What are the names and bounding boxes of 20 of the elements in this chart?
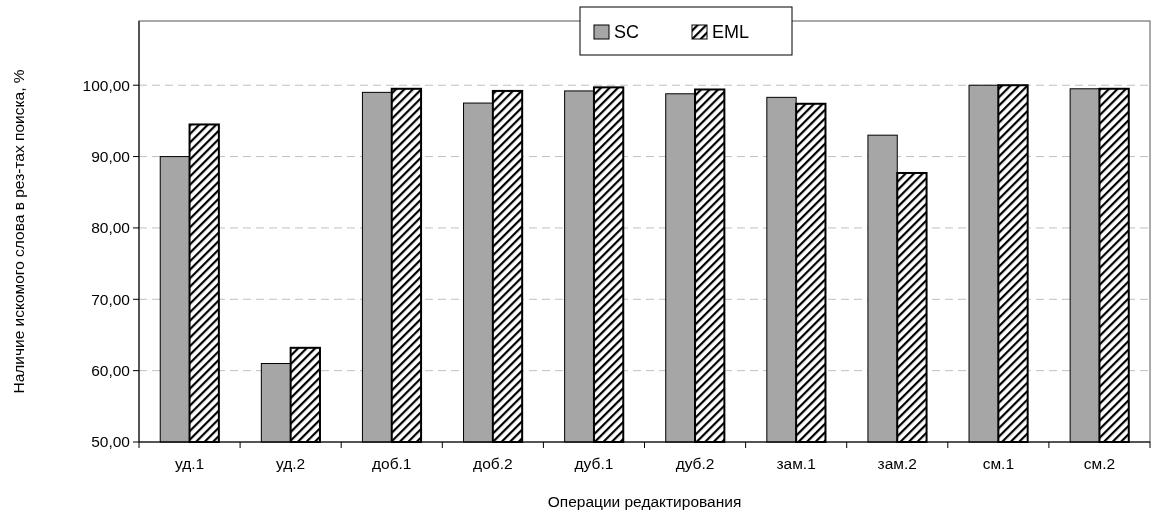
x-axis-title: Операции редактирования bbox=[547, 493, 742, 510]
y-tick-label: 70,00 bbox=[91, 290, 131, 308]
x-tick-label: уд.1 bbox=[174, 455, 205, 472]
x-tick-label: уд.2 bbox=[276, 455, 306, 472]
y-tick-label: 60,00 bbox=[91, 362, 131, 380]
y-tick-label: 80,00 bbox=[91, 219, 131, 237]
x-tick-label: зам.2 bbox=[877, 455, 917, 472]
x-tick-label: см.2 bbox=[1083, 455, 1116, 472]
x-tick-label: доб.1 bbox=[372, 455, 412, 472]
x-tick-label: см.1 bbox=[982, 455, 1015, 472]
y-tick-label: 100,00 bbox=[82, 76, 131, 94]
y-axis-title: Наличие искомого слова в рез-тах поиска, % bbox=[10, 69, 27, 394]
legend-label: EML bbox=[712, 22, 750, 43]
x-tick-label: дуб.1 bbox=[574, 455, 614, 472]
legend-label: SC bbox=[614, 22, 640, 43]
y-tick-label: 50,00 bbox=[91, 433, 131, 451]
y-tick-label: 90,00 bbox=[91, 148, 131, 165]
x-tick-label: зам.1 bbox=[776, 455, 816, 472]
x-tick-label: дуб.2 bbox=[675, 455, 715, 472]
x-tick-label: доб.2 bbox=[473, 455, 513, 472]
